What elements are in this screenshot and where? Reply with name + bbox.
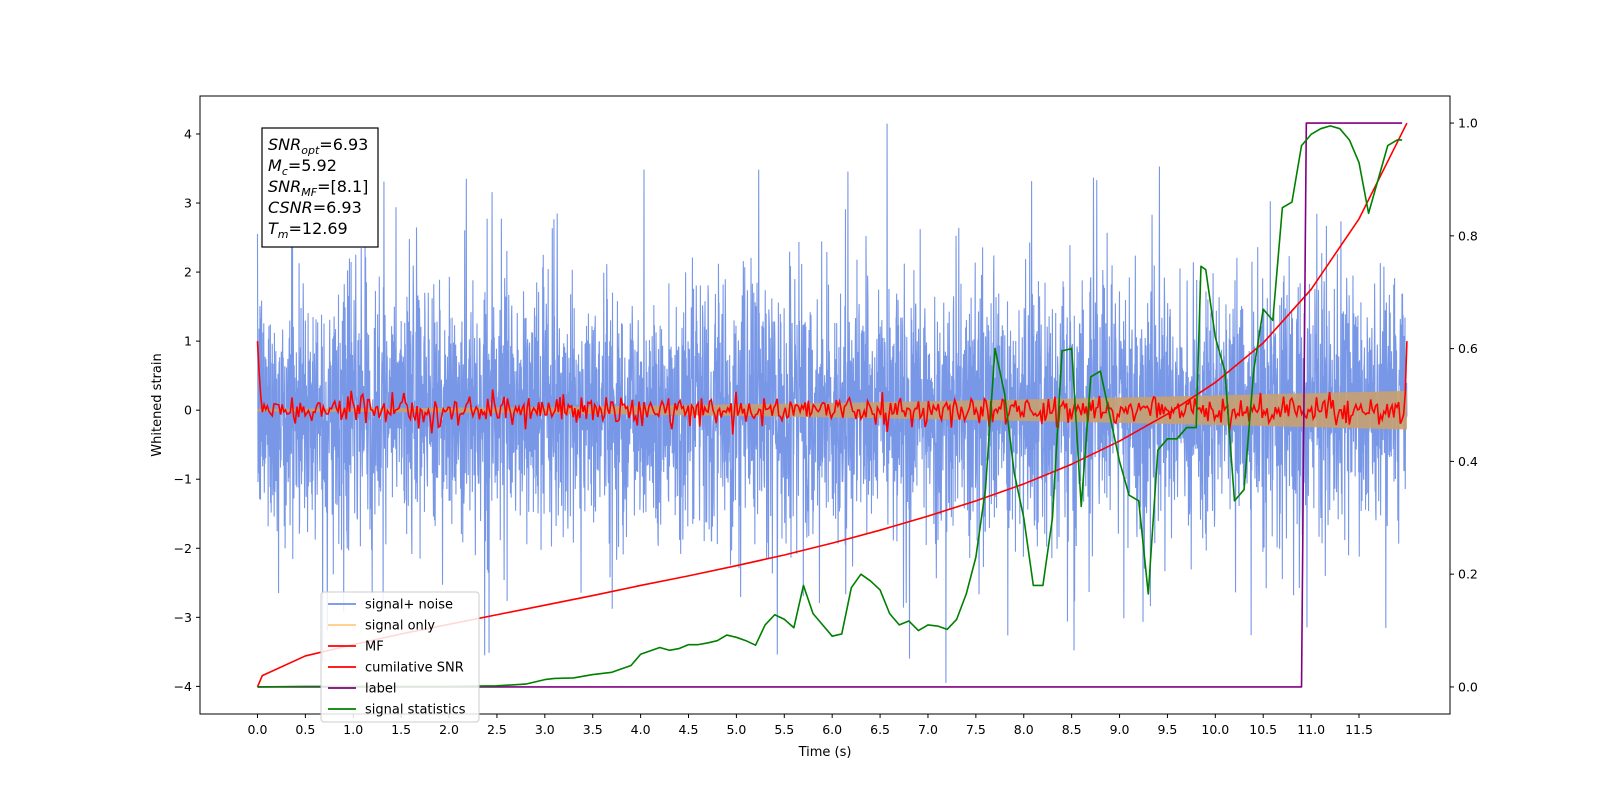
annotation-text: SNRopt=6.93 Mc=5.92 SNRMF=[8.1] CSNR=6.93 Tm… [268,135,368,241]
x-tick-label: 7.5 [966,722,986,737]
y-left-tick-label: 0 [184,403,192,418]
x-tick-label: 4.5 [679,722,699,737]
x-tick-label: 3.0 [535,722,555,737]
x-tick-label: 11.5 [1345,722,1373,737]
annotation-line: SNR [268,135,301,154]
y-left-tick-label: 1 [184,334,192,349]
x-tick-label: 11.0 [1297,722,1325,737]
y-right-tick-label: 0.4 [1458,454,1478,469]
x-tick-label: 7.0 [918,722,938,737]
annotation-line: T [268,219,279,238]
annotation-subscript: c [282,165,288,178]
y-right-tick-label: 0.0 [1458,679,1478,694]
annotation-value: =5.92 [288,156,337,175]
y-left-tick-label: −1 [174,472,192,487]
x-tick-label: 8.0 [1014,722,1034,737]
legend-entry: cumilative SNR [365,661,464,676]
x-tick-label: 3.5 [583,722,603,737]
legend-entry: signal only [365,619,435,634]
y-left-tick-label: −2 [174,541,192,556]
x-axis-label: Time (s) [798,745,852,760]
legend-entry: signal+ noise [365,598,453,613]
series-label [257,122,1403,688]
annotation-value: =6.93 [319,135,368,154]
annotation-frame [261,127,379,248]
legend-entry: label [365,682,396,697]
x-tick-label: 2.0 [439,722,459,737]
x-tick-label: 10.5 [1249,722,1277,737]
x-tick-label: 5.5 [774,722,794,737]
x-tick-label: 1.0 [343,722,363,737]
x-tick-label: 8.5 [1062,722,1082,737]
x-tick-label: 9.5 [1157,722,1177,737]
annotation-subscript: m [278,228,289,241]
y-left-tick-label: −4 [174,679,192,694]
legend: signal+ noise signal only MF cumilative SNR… [320,591,480,723]
y-axis-label-left: Whitened strain [150,353,165,456]
annotation-box: SNRopt=6.93 Mc=5.92 SNRMF=[8.1] CSNR=6.93 Tm… [261,127,379,248]
annotation-value: =[8.1] [317,177,368,196]
y-left-tick-label: 4 [184,126,192,141]
x-tick-label: 2.5 [487,722,507,737]
y-right-tick-label: 0.8 [1458,228,1478,243]
x-tick-label: 0.5 [295,722,315,737]
y-right-tick-label: 1.0 [1458,116,1478,131]
annotation-subscript: MF [301,186,317,199]
legend-entry: signal statistics [365,703,466,718]
axis-ticks: 0.0 0.5 1.0 1.5 2.0 2.5 3.0 3.5 4.0 4.5 5.0 5.5 6.0 6… [174,116,1478,737]
y-left-tick-label: −3 [174,610,192,625]
axes-frame [199,95,1451,715]
annotation-value: =12.69 [289,219,348,238]
x-tick-label: 0.0 [248,722,268,737]
y-right-tick-label: 0.6 [1458,341,1478,356]
annotation-line: M [268,156,282,175]
series-signal-statistics [257,125,1403,688]
series-signal-only [257,390,1407,430]
y-right-tick-label: 0.2 [1458,567,1478,582]
x-tick-label: 1.5 [391,722,411,737]
annotation-line: SNR [268,177,301,196]
x-tick-label: 4.0 [631,722,651,737]
legend-frame [320,591,480,723]
x-tick-label: 9.0 [1110,722,1130,737]
x-tick-label: 10.0 [1201,722,1229,737]
series-mf [256,341,1408,435]
annotation-subscript: opt [301,144,320,157]
y-left-tick-label: 2 [184,265,192,280]
annotation-line: CSNR [268,198,313,217]
annotation-value: =6.93 [313,198,362,217]
x-tick-label: 5.0 [726,722,746,737]
x-tick-label: 6.5 [870,722,890,737]
x-tick-label: 6.0 [822,722,842,737]
legend-entry: MF [365,640,384,655]
y-left-tick-label: 3 [184,196,192,211]
